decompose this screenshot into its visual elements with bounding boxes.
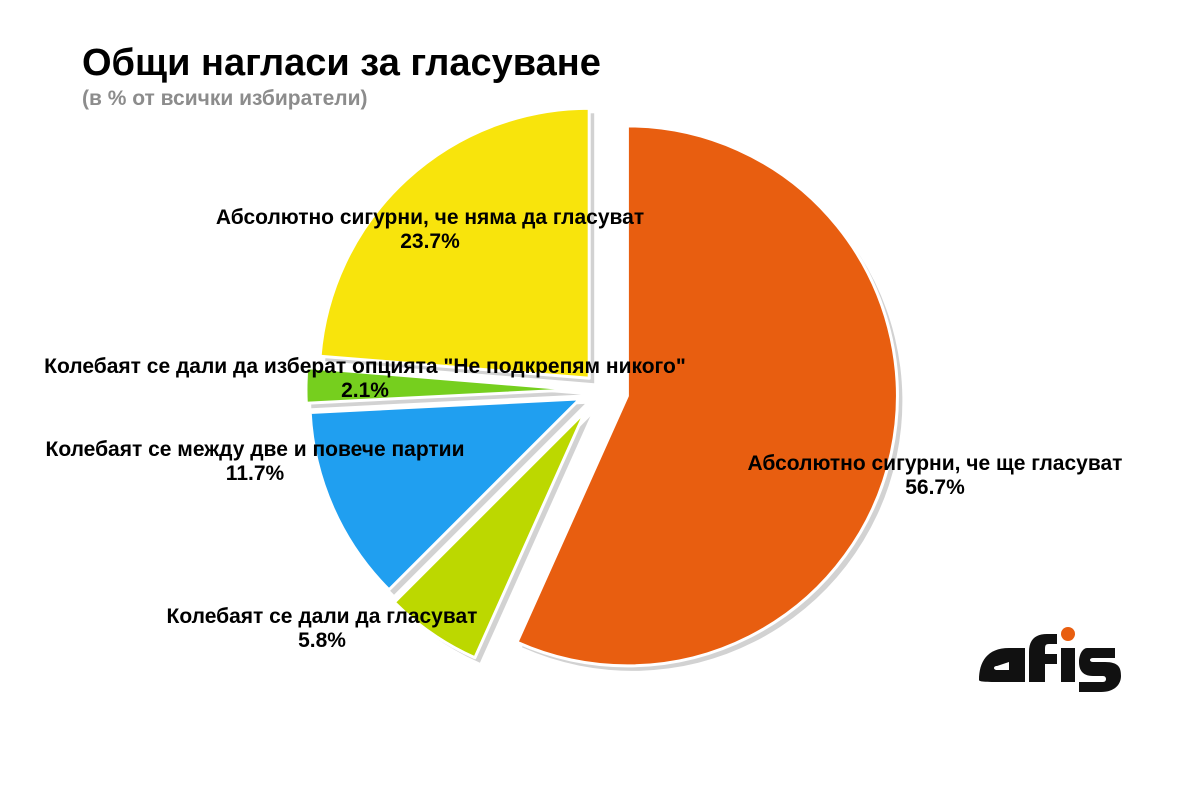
pie-slice	[308, 397, 582, 592]
chart-subtitle: (в % от всички избиратели)	[82, 87, 368, 110]
slice-label: Колебаят се дали да гласуват	[167, 605, 478, 628]
slice-label: Колебаят се между две и повече партии	[46, 438, 465, 461]
slice-label: Абсолютно сигурни, че ще гласуват	[748, 452, 1123, 475]
pie-slice	[392, 409, 587, 660]
pie-slice	[515, 124, 899, 668]
slice-value-label: 56.7%	[905, 476, 965, 499]
afis-logo	[979, 627, 1121, 692]
chart-title: Общи нагласи за гласуване	[82, 42, 601, 84]
slice-label: Колебаят се дали да изберат опцията "Не …	[44, 355, 686, 378]
pie-slice	[318, 106, 591, 380]
slice-value-label: 23.7%	[400, 230, 460, 253]
slice-value-label: 2.1%	[341, 379, 389, 402]
slice-value-label: 5.8%	[298, 629, 346, 652]
pie-slice	[304, 366, 578, 405]
slice-label: Абсолютно сигурни, че няма да гласуват	[216, 206, 644, 229]
slice-value-label: 11.7%	[226, 462, 285, 485]
